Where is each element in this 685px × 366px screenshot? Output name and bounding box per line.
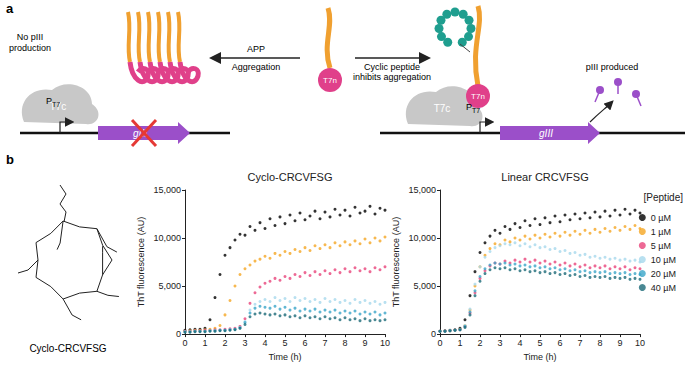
svg-text:15,000: 15,000	[153, 185, 181, 195]
svg-text:15,000: 15,000	[408, 185, 436, 195]
svg-text:ThT fluorescence (AU): ThT fluorescence (AU)	[391, 217, 401, 307]
svg-text:5,000: 5,000	[413, 281, 436, 291]
svg-text:PT7: PT7	[466, 102, 480, 114]
svg-text:a: a	[6, 1, 14, 16]
svg-text:9: 9	[362, 338, 367, 348]
svg-text:Aggregation: Aggregation	[232, 62, 281, 72]
svg-text:3: 3	[242, 338, 247, 348]
svg-text:6: 6	[302, 338, 307, 348]
svg-text:gIII: gIII	[539, 128, 553, 139]
svg-text:1: 1	[202, 338, 207, 348]
svg-text:10: 10	[635, 338, 645, 348]
svg-text:1 µM: 1 µM	[651, 227, 671, 237]
svg-text:Cyclic peptide: Cyclic peptide	[364, 62, 420, 72]
svg-text:3: 3	[497, 338, 502, 348]
svg-text:0 µM: 0 µM	[651, 213, 671, 223]
svg-text:40 µM: 40 µM	[651, 283, 676, 293]
svg-text:0: 0	[437, 338, 442, 348]
svg-text:Time (h): Time (h)	[268, 352, 301, 362]
svg-text:2: 2	[222, 338, 227, 348]
svg-text:Cyclo-CRCVFSG: Cyclo-CRCVFSG	[29, 343, 106, 354]
svg-text:5: 5	[537, 338, 542, 348]
svg-text:T7c: T7c	[434, 103, 451, 114]
svg-text:pIII produced: pIII produced	[586, 62, 639, 72]
svg-text:10 µM: 10 µM	[651, 255, 676, 265]
svg-text:Linear CRCVFSG: Linear CRCVFSG	[501, 171, 588, 183]
svg-text:b: b	[6, 152, 14, 167]
svg-text:Cyclo-CRCVFSG: Cyclo-CRCVFSG	[248, 171, 333, 183]
svg-text:[Peptide]: [Peptide]	[644, 192, 684, 203]
svg-text:5: 5	[282, 338, 287, 348]
svg-text:Time (h): Time (h)	[523, 352, 556, 362]
svg-text:production: production	[9, 43, 51, 53]
svg-text:PT7: PT7	[46, 96, 60, 108]
svg-text:9: 9	[617, 338, 622, 348]
svg-text:T7n: T7n	[323, 76, 337, 85]
svg-text:10: 10	[380, 338, 390, 348]
svg-text:APP: APP	[247, 44, 265, 54]
svg-text:0: 0	[176, 329, 181, 339]
svg-text:8: 8	[597, 338, 602, 348]
svg-text:5 µM: 5 µM	[651, 241, 671, 251]
svg-text:ThT fluorescence (AU): ThT fluorescence (AU)	[136, 217, 146, 307]
svg-text:gIII: gIII	[133, 128, 147, 139]
svg-text:0: 0	[182, 338, 187, 348]
svg-text:6: 6	[557, 338, 562, 348]
svg-text:No pIII: No pIII	[17, 32, 44, 42]
svg-text:1: 1	[457, 338, 462, 348]
svg-text:20 µM: 20 µM	[651, 269, 676, 279]
svg-text:10,000: 10,000	[153, 233, 181, 243]
svg-text:4: 4	[517, 338, 522, 348]
svg-text:10,000: 10,000	[408, 233, 436, 243]
svg-text:7: 7	[577, 338, 582, 348]
svg-text:0: 0	[431, 329, 436, 339]
svg-text:T7c: T7c	[50, 101, 67, 112]
svg-text:2: 2	[477, 338, 482, 348]
svg-text:T7n: T7n	[471, 92, 485, 101]
svg-text:inhibits aggregation: inhibits aggregation	[353, 72, 431, 82]
svg-text:8: 8	[342, 338, 347, 348]
svg-text:7: 7	[322, 338, 327, 348]
svg-text:5,000: 5,000	[158, 281, 181, 291]
svg-text:4: 4	[262, 338, 267, 348]
